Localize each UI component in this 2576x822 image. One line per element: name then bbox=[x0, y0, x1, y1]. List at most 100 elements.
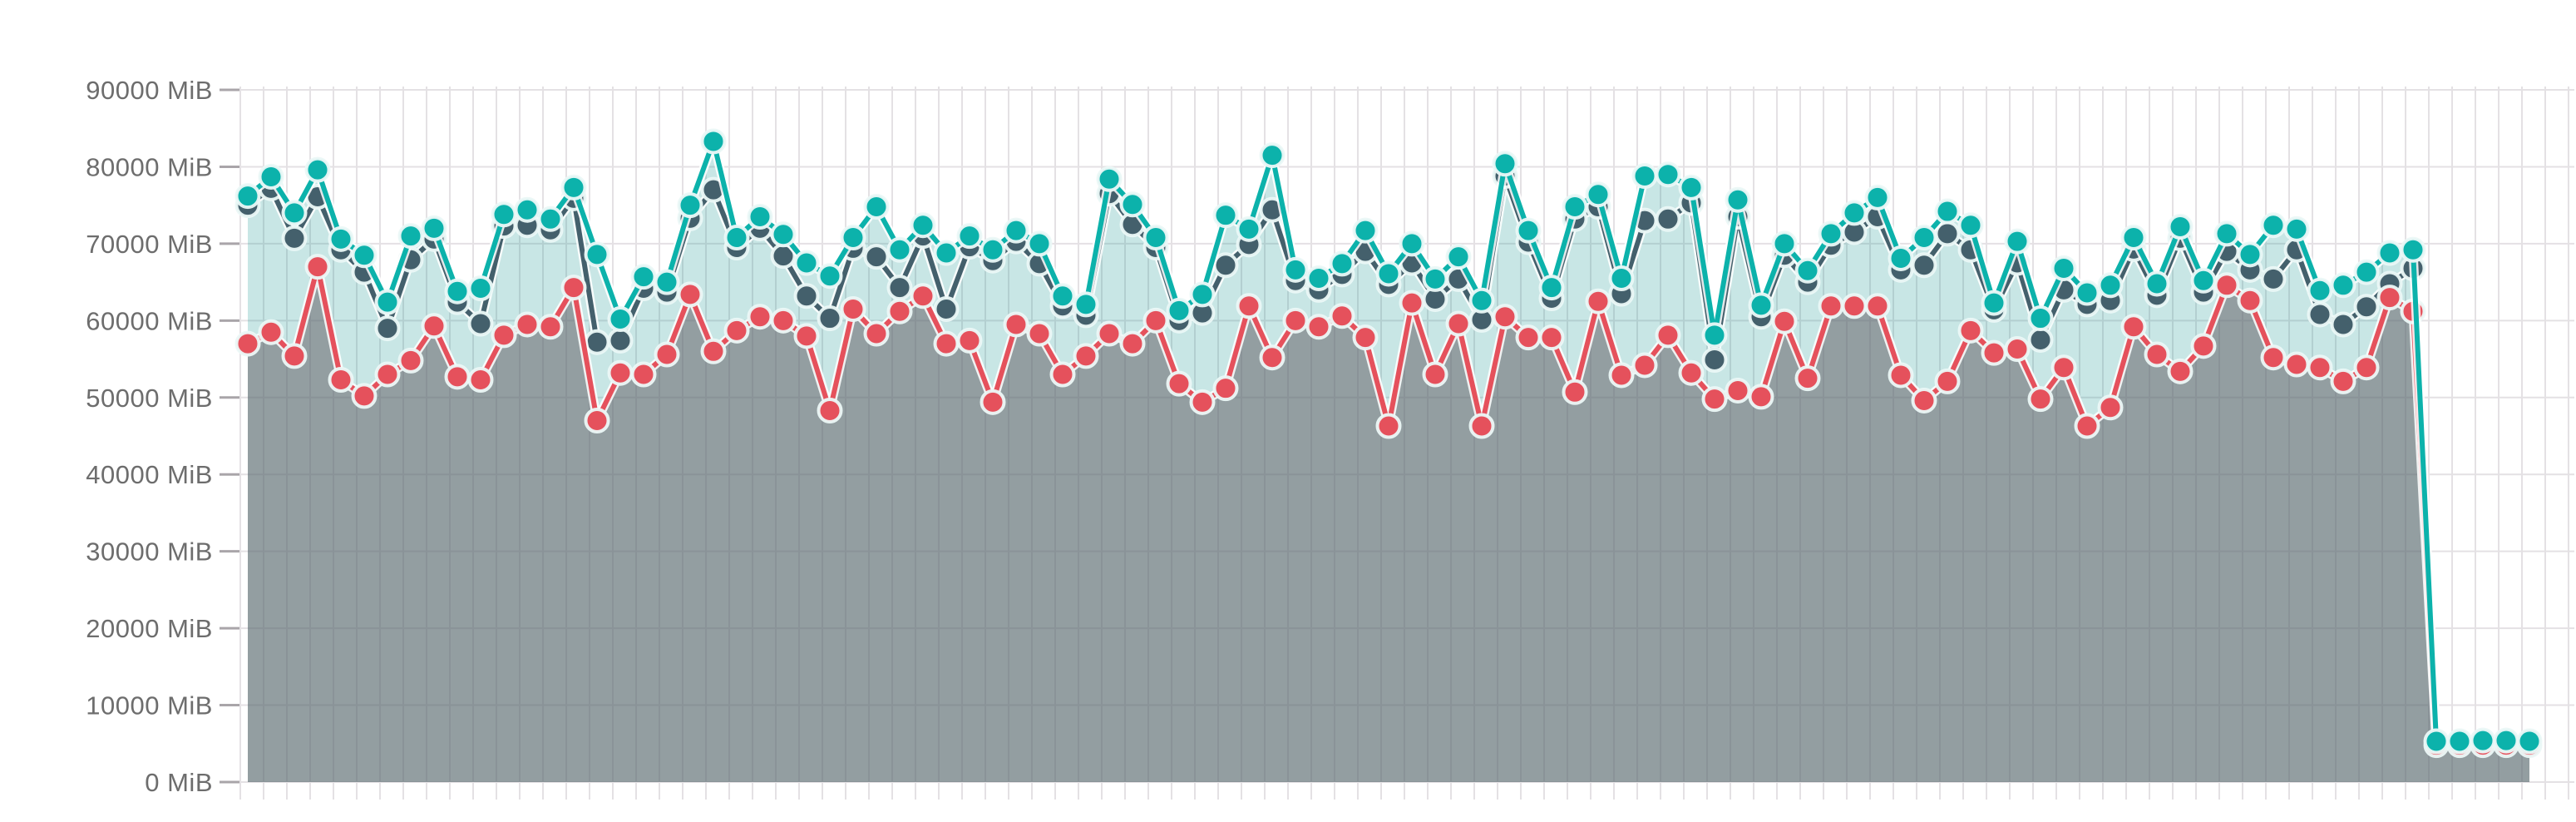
teal-data-point[interactable] bbox=[421, 215, 447, 241]
teal-data-point[interactable] bbox=[1003, 217, 1029, 244]
teal-data-point[interactable] bbox=[1818, 220, 1844, 247]
teal-data-point[interactable] bbox=[723, 224, 750, 250]
dark-slate-data-point[interactable] bbox=[886, 275, 913, 301]
teal-data-point[interactable] bbox=[2376, 240, 2403, 266]
red-data-point[interactable] bbox=[1026, 320, 1053, 347]
red-data-point[interactable] bbox=[1375, 413, 1402, 439]
dark-slate-data-point[interactable] bbox=[1655, 206, 1681, 232]
red-data-point[interactable] bbox=[537, 314, 564, 340]
red-data-point[interactable] bbox=[1166, 370, 1192, 397]
red-data-point[interactable] bbox=[933, 330, 960, 357]
teal-data-point[interactable] bbox=[1329, 250, 1355, 277]
teal-data-point[interactable] bbox=[1771, 230, 1798, 257]
teal-data-point[interactable] bbox=[1236, 215, 1262, 242]
red-data-point[interactable] bbox=[258, 319, 284, 345]
dark-slate-data-point[interactable] bbox=[281, 225, 308, 251]
red-data-point[interactable] bbox=[1049, 361, 1076, 388]
red-data-point[interactable] bbox=[1864, 293, 1891, 319]
red-data-point[interactable] bbox=[234, 330, 261, 357]
red-data-point[interactable] bbox=[351, 383, 378, 409]
teal-data-point[interactable] bbox=[1748, 292, 1774, 319]
red-data-point[interactable] bbox=[328, 367, 354, 394]
red-data-point[interactable] bbox=[584, 408, 610, 434]
red-data-point[interactable] bbox=[2167, 358, 2194, 384]
teal-data-point[interactable] bbox=[584, 241, 610, 268]
teal-data-point[interactable] bbox=[817, 263, 843, 290]
red-data-point[interactable] bbox=[1422, 361, 1448, 388]
red-data-point[interactable] bbox=[1631, 352, 1658, 379]
red-data-point[interactable] bbox=[1445, 310, 1472, 337]
dark-slate-data-point[interactable] bbox=[1911, 252, 1937, 279]
red-data-point[interactable] bbox=[304, 254, 331, 280]
red-data-point[interactable] bbox=[723, 317, 750, 344]
teal-data-point[interactable] bbox=[747, 204, 773, 230]
red-data-point[interactable] bbox=[2353, 354, 2380, 381]
dark-slate-data-point[interactable] bbox=[2307, 301, 2333, 328]
red-data-point[interactable] bbox=[1282, 307, 1309, 334]
red-data-point[interactable] bbox=[1748, 384, 1774, 410]
red-data-point[interactable] bbox=[770, 307, 797, 334]
teal-data-point[interactable] bbox=[700, 128, 727, 155]
red-data-point[interactable] bbox=[1305, 314, 1332, 340]
red-data-point[interactable] bbox=[2144, 341, 2170, 368]
red-data-point[interactable] bbox=[747, 304, 773, 330]
red-data-point[interactable] bbox=[1538, 324, 1565, 351]
teal-data-point[interactable] bbox=[1399, 230, 1425, 257]
teal-data-point[interactable] bbox=[1049, 283, 1076, 309]
red-data-point[interactable] bbox=[1352, 324, 1379, 351]
red-data-point[interactable] bbox=[2237, 287, 2263, 314]
teal-data-point[interactable] bbox=[1794, 257, 1821, 284]
teal-data-point[interactable] bbox=[2260, 212, 2287, 239]
teal-data-point[interactable] bbox=[2400, 236, 2426, 263]
teal-data-point[interactable] bbox=[1212, 202, 1239, 229]
teal-data-point[interactable] bbox=[1841, 200, 1868, 226]
teal-data-point[interactable] bbox=[1282, 256, 1309, 283]
teal-data-point[interactable] bbox=[2353, 259, 2380, 285]
red-data-point[interactable] bbox=[421, 313, 447, 339]
teal-data-point[interactable] bbox=[1352, 217, 1379, 244]
red-data-point[interactable] bbox=[281, 343, 308, 369]
teal-data-point[interactable] bbox=[677, 192, 703, 219]
red-data-point[interactable] bbox=[980, 389, 1006, 415]
teal-data-point[interactable] bbox=[1981, 290, 2007, 316]
red-data-point[interactable] bbox=[467, 367, 494, 394]
teal-data-point[interactable] bbox=[560, 174, 587, 201]
teal-data-point[interactable] bbox=[537, 206, 564, 232]
red-data-point[interactable] bbox=[560, 275, 587, 301]
red-data-point[interactable] bbox=[677, 281, 703, 308]
red-data-point[interactable] bbox=[1888, 362, 1914, 389]
red-data-point[interactable] bbox=[491, 322, 517, 349]
red-data-point[interactable] bbox=[956, 327, 983, 354]
teal-data-point[interactable] bbox=[1864, 184, 1891, 210]
red-data-point[interactable] bbox=[1119, 330, 1146, 357]
teal-data-point[interactable] bbox=[1375, 260, 1402, 287]
teal-data-point[interactable] bbox=[910, 212, 936, 239]
teal-data-point[interactable] bbox=[630, 264, 657, 290]
teal-data-point[interactable] bbox=[2167, 214, 2194, 240]
teal-data-point[interactable] bbox=[1119, 191, 1146, 218]
teal-data-point[interactable] bbox=[2213, 220, 2240, 247]
teal-data-point[interactable] bbox=[281, 200, 308, 226]
teal-data-point[interactable] bbox=[2027, 305, 2054, 332]
dark-slate-data-point[interactable] bbox=[793, 283, 820, 309]
red-data-point[interactable] bbox=[444, 364, 471, 390]
teal-data-point[interactable] bbox=[1515, 217, 1542, 244]
teal-data-point[interactable] bbox=[467, 275, 494, 302]
teal-data-point[interactable] bbox=[258, 163, 284, 190]
red-data-point[interactable] bbox=[1678, 359, 1705, 386]
teal-data-point[interactable] bbox=[514, 196, 540, 223]
red-data-point[interactable] bbox=[374, 361, 401, 388]
red-data-point[interactable] bbox=[1515, 324, 1542, 351]
red-data-point[interactable] bbox=[2004, 336, 2031, 363]
red-data-point[interactable] bbox=[1794, 365, 1821, 392]
red-data-point[interactable] bbox=[1329, 303, 1355, 329]
teal-data-point[interactable] bbox=[980, 236, 1006, 263]
teal-data-point[interactable] bbox=[1678, 174, 1705, 201]
teal-data-point[interactable] bbox=[793, 250, 820, 276]
dark-slate-data-point[interactable] bbox=[2353, 294, 2380, 320]
teal-data-point[interactable] bbox=[2307, 277, 2333, 304]
red-data-point[interactable] bbox=[1911, 387, 1937, 413]
red-data-point[interactable] bbox=[1771, 308, 1798, 334]
red-data-point[interactable] bbox=[1259, 344, 1286, 371]
teal-data-point[interactable] bbox=[1073, 291, 1099, 318]
